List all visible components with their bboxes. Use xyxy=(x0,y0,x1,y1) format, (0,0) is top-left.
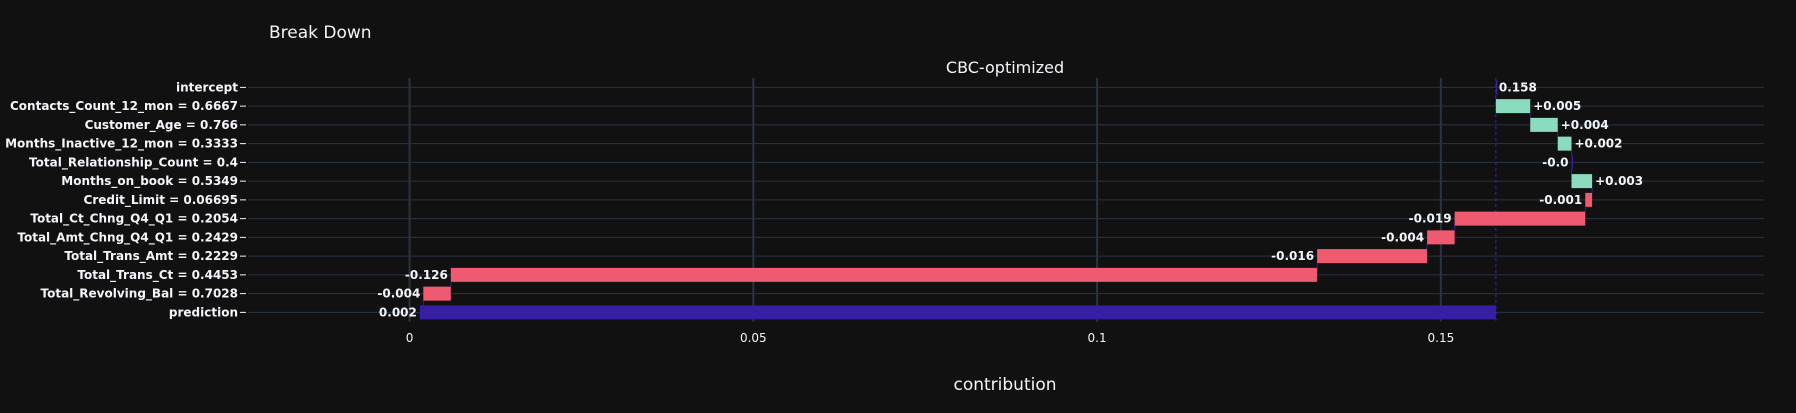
y-tick-label: Credit_Limit = 0.06695 xyxy=(84,193,238,208)
y-tick-label: Months_on_book = 0.5349 xyxy=(61,174,238,189)
chart-subtitle: CBC-optimized xyxy=(946,58,1064,77)
x-tick-label: 0.05 xyxy=(740,331,767,345)
y-tick-label: Total_Ct_Chng_Q4_Q1 = 0.2054 xyxy=(30,212,238,227)
x-tick-label: 0.15 xyxy=(1428,331,1455,345)
bar-value-label: -0.019 xyxy=(1409,212,1452,226)
x-axis-label: contribution xyxy=(953,375,1056,395)
bar-negative xyxy=(1585,192,1593,207)
y-tick-label: Total_Trans_Ct = 0.4453 xyxy=(77,268,238,283)
bar-value-label: +0.004 xyxy=(1561,118,1609,132)
bar-layer xyxy=(419,80,1593,320)
bar-value-label: -0.004 xyxy=(1381,230,1424,244)
y-tick-label: Customer_Age = 0.766 xyxy=(85,118,238,133)
y-tick-label: prediction xyxy=(169,305,238,319)
bar-positive xyxy=(1495,99,1531,114)
bar-intercept xyxy=(1495,80,1498,95)
y-tick-label: Total_Trans_Amt = 0.2229 xyxy=(64,249,238,264)
bar-value-label: +0.003 xyxy=(1595,174,1643,188)
bar-value-label: -0.004 xyxy=(377,287,420,301)
chart-title: Break Down xyxy=(269,23,372,43)
y-tick-label: Contacts_Count_12_mon = 0.6667 xyxy=(10,99,238,114)
bar-negative xyxy=(1427,230,1455,245)
bar-positive xyxy=(1557,136,1572,151)
y-tick-label: Months_Inactive_12_mon = 0.3333 xyxy=(5,137,238,152)
x-tick-label: 0.1 xyxy=(1088,331,1107,345)
bar-negative xyxy=(1454,211,1586,226)
y-tick-label: Total_Revolving_Bal = 0.7028 xyxy=(41,287,238,302)
bar-value-label: 0.158 xyxy=(1499,80,1537,94)
x-tick-label: 0 xyxy=(406,331,414,345)
bar-prediction xyxy=(419,305,1496,320)
y-tick-label: intercept xyxy=(176,80,238,94)
grid-layer xyxy=(248,78,1764,322)
bar-value-label: -0.126 xyxy=(405,268,448,282)
y-tick-label: Total_Amt_Chng_Q4_Q1 = 0.2429 xyxy=(17,230,238,245)
bar-negative xyxy=(1317,249,1428,264)
bar-value-label: +0.002 xyxy=(1574,137,1622,151)
bar-value-label: -0.0 xyxy=(1542,155,1568,169)
bar-positive xyxy=(1571,174,1593,189)
bar-value-label: -0.016 xyxy=(1271,249,1314,263)
bar-zero xyxy=(1571,155,1573,170)
bar-positive xyxy=(1530,117,1558,132)
y-tick-label: Total_Relationship_Count = 0.4 xyxy=(29,155,238,170)
bar-negative xyxy=(423,286,451,301)
bar-negative xyxy=(450,267,1318,282)
label-layer: 0 0.05 0.1 0.15 0.158 intercept +0.005 Contacts… xyxy=(5,80,1643,344)
bar-value-label: 0.002 xyxy=(379,305,417,319)
bar-value-label: +0.005 xyxy=(1533,99,1581,113)
bar-value-label: -0.001 xyxy=(1539,193,1582,207)
